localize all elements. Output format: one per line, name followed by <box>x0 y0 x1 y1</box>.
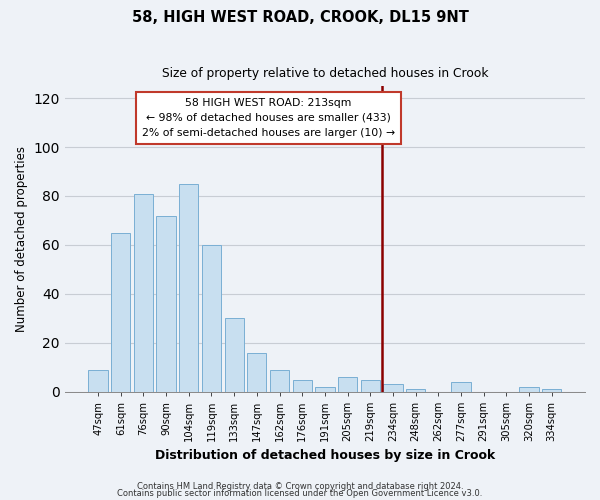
Bar <box>247 352 266 392</box>
Bar <box>157 216 176 392</box>
Bar <box>111 232 130 392</box>
Bar <box>179 184 199 392</box>
Bar <box>338 377 357 392</box>
Bar <box>451 382 470 392</box>
Bar <box>202 245 221 392</box>
Bar <box>361 380 380 392</box>
Bar <box>224 318 244 392</box>
Bar <box>270 370 289 392</box>
Bar <box>542 390 562 392</box>
Text: 58, HIGH WEST ROAD, CROOK, DL15 9NT: 58, HIGH WEST ROAD, CROOK, DL15 9NT <box>131 10 469 25</box>
Y-axis label: Number of detached properties: Number of detached properties <box>15 146 28 332</box>
Bar <box>315 387 335 392</box>
Bar <box>293 380 312 392</box>
Bar <box>88 370 108 392</box>
Bar <box>406 390 425 392</box>
Bar <box>383 384 403 392</box>
Text: 58 HIGH WEST ROAD: 213sqm
← 98% of detached houses are smaller (433)
2% of semi-: 58 HIGH WEST ROAD: 213sqm ← 98% of detac… <box>142 98 395 138</box>
X-axis label: Distribution of detached houses by size in Crook: Distribution of detached houses by size … <box>155 450 495 462</box>
Title: Size of property relative to detached houses in Crook: Size of property relative to detached ho… <box>161 68 488 80</box>
Bar <box>134 194 153 392</box>
Text: Contains public sector information licensed under the Open Government Licence v3: Contains public sector information licen… <box>118 490 482 498</box>
Text: Contains HM Land Registry data © Crown copyright and database right 2024.: Contains HM Land Registry data © Crown c… <box>137 482 463 491</box>
Bar <box>520 387 539 392</box>
